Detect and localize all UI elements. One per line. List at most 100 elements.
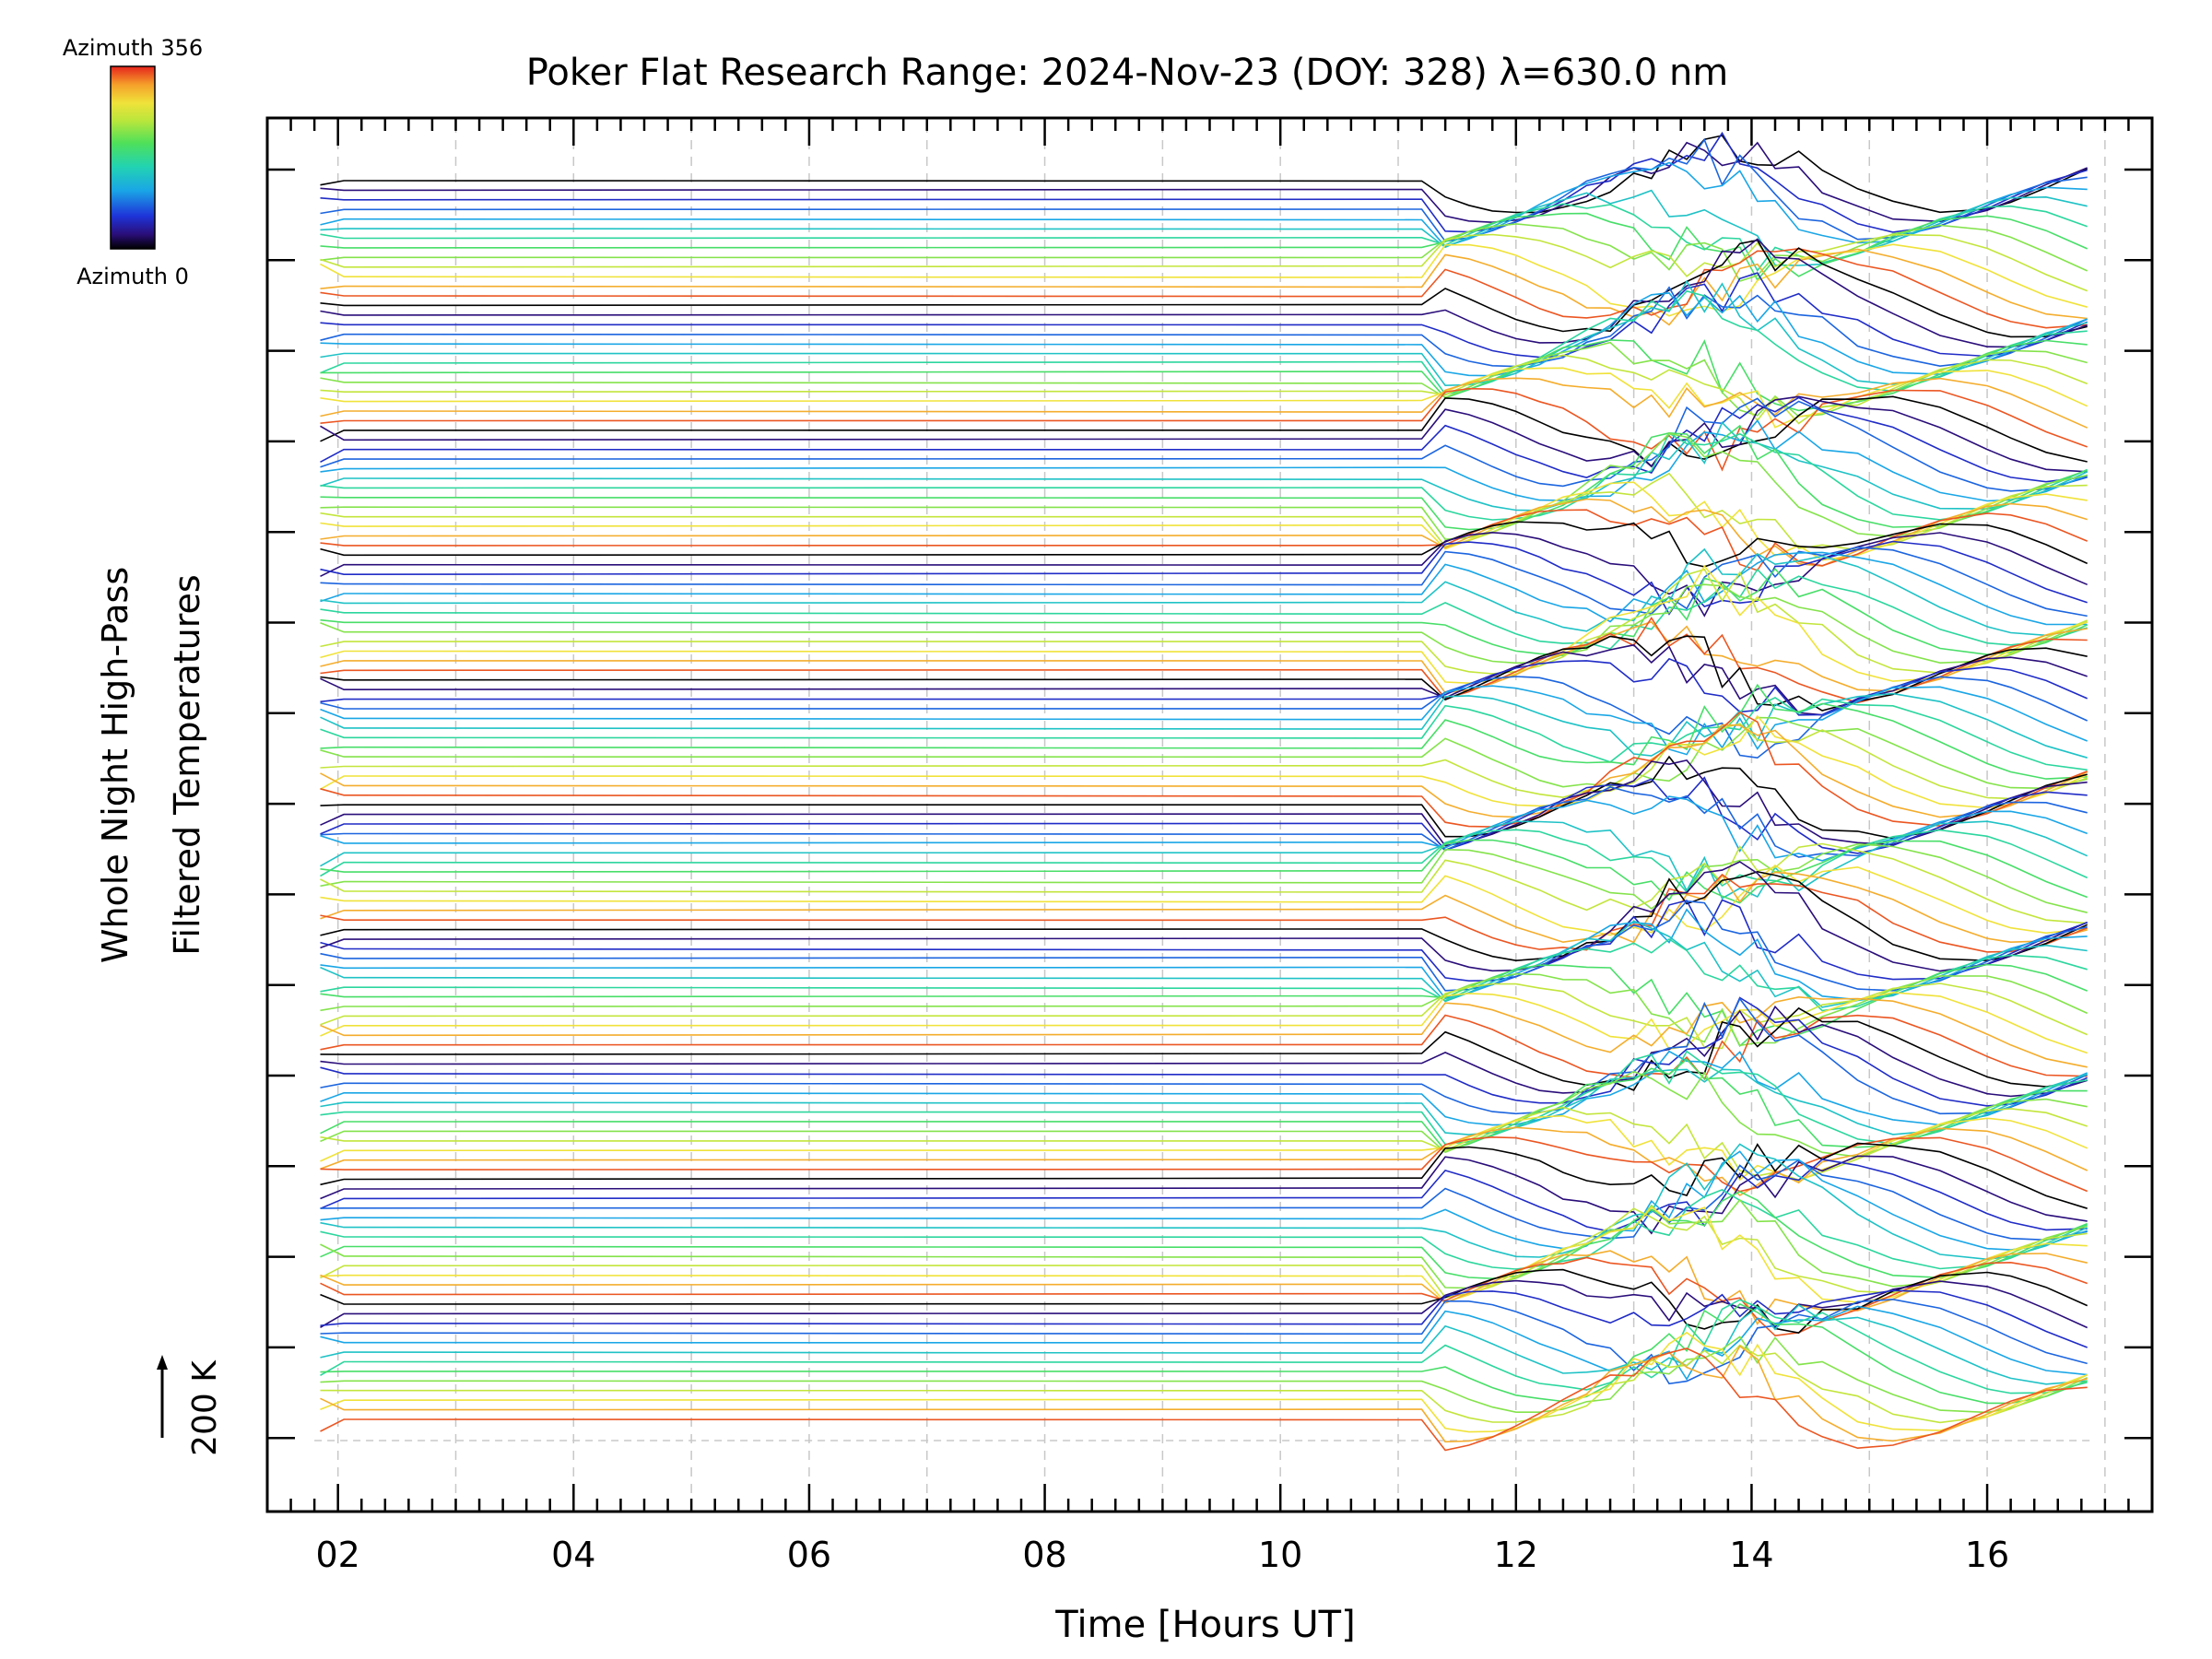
series-line [320,1347,2088,1452]
series-line [320,996,2088,1107]
series-line [320,657,2088,716]
series-line [320,424,2088,531]
series-line [320,839,2088,904]
series-line [320,724,2088,818]
series-line [320,871,2088,944]
series-line [320,395,2088,467]
series-line [320,755,2088,840]
series-line [320,1305,2088,1381]
series-line [320,339,2088,412]
series-line [320,997,2088,1115]
series-line [320,696,2088,771]
colorbar-bottom-label: Azimuth 0 [76,264,189,289]
series-line [320,1050,2088,1126]
series-line [320,238,2088,348]
series-line [320,1142,2088,1209]
series-line [320,568,2088,675]
series-line [320,972,2088,1047]
series-line [320,564,2088,685]
series-line [320,995,2088,1068]
series-line [320,692,2088,759]
chart-title: Poker Flat Research Range: 2024-Nov-23 (… [526,52,1729,94]
series-line [320,233,2088,292]
series-line [320,568,2088,650]
series-line [320,521,2088,568]
series-line [320,431,2088,521]
series-line [320,865,2088,936]
x-tick-label: 08 [1022,1535,1066,1575]
series-line [320,247,2088,329]
scale-arrow-head [157,1355,168,1370]
series-line [320,714,2088,809]
x-tick-label: 02 [316,1535,360,1575]
x-tick-label: 06 [787,1535,831,1575]
series-line [320,1256,2088,1337]
series-line [320,1143,2088,1261]
x-tick-label: 10 [1258,1535,1302,1575]
series-line [320,286,2088,368]
scale-marker: 200 K [157,1355,224,1456]
y-label-line-1: Whole Night High-Pass [95,567,135,963]
series-line [320,1006,2088,1091]
x-tick-label: 12 [1494,1535,1538,1575]
series-line [320,418,2088,502]
x-tick-label: 14 [1729,1535,1773,1575]
series-line [320,272,2088,359]
series-line [320,1279,2088,1329]
series-line [320,759,2088,847]
series-line [320,546,2088,618]
series-line [320,509,2088,571]
series-line [320,683,2088,780]
series-line [320,786,2088,858]
series-line [320,396,2088,483]
y-label-line-2: Filtered Temperatures [167,574,207,955]
series-line [320,387,2088,472]
series-line [320,991,2088,1054]
series-line [320,1335,2088,1414]
series-line [320,1014,2088,1081]
x-axis-label: Time [Hours UT] [1054,1604,1355,1646]
scale-label: 200 K [186,1359,224,1456]
series-line [320,1303,2088,1385]
series-line [320,243,2088,317]
series-line [320,899,2088,982]
series-line [320,583,2088,665]
series-line [320,873,2088,953]
series-line [320,1289,2088,1348]
series-line [320,547,2088,637]
series-line [320,1299,2088,1394]
series-line [320,395,2088,473]
series-line [320,676,2088,759]
series-line [320,551,2088,626]
series-line [320,131,2088,233]
series-line [320,292,2088,377]
series-line [320,723,2088,800]
series-line [320,1159,2088,1241]
series-line [320,716,2088,790]
series-line [320,1150,2088,1251]
series-line [320,870,2088,962]
series-line [320,820,2088,900]
series-line [320,567,2088,657]
series-line [320,842,2088,924]
series-line [320,212,2088,282]
series-line [320,685,2088,756]
series-line [320,1155,2088,1235]
colorbar-top-label: Azimuth 356 [63,35,203,61]
series-line [320,203,2088,272]
series-line [320,982,2088,1050]
series-line [320,472,2088,551]
series-line [320,1298,2088,1385]
series-line [320,1126,2088,1197]
series-line [320,861,2088,972]
series-line [320,1344,2088,1424]
x-tick-labels: 02 04 06 08 10 12 14 16 [316,1535,2010,1575]
colorbar: Azimuth 356 Azimuth 0 [63,35,203,289]
series-line [320,617,2088,704]
series-line [320,908,2088,1001]
series-line [320,1331,2088,1433]
series-line [320,1302,2088,1405]
series-line [320,711,2088,828]
series-line [320,1345,2088,1443]
